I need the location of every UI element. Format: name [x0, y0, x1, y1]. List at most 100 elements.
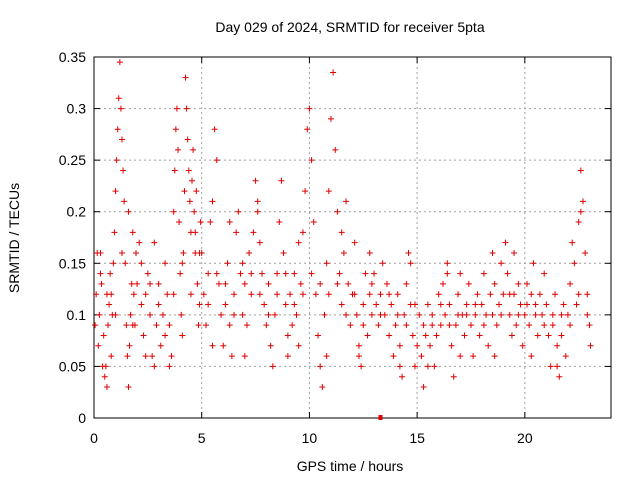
data-point	[170, 208, 177, 215]
data-point	[472, 311, 479, 318]
data-point	[183, 105, 190, 112]
data-point	[171, 167, 178, 174]
data-point	[523, 280, 530, 287]
data-point	[452, 322, 459, 329]
data-point	[282, 301, 289, 308]
data-point	[271, 311, 278, 318]
data-point	[530, 260, 537, 267]
data-point	[541, 270, 548, 277]
data-point	[185, 167, 192, 174]
data-point	[523, 301, 530, 308]
data-point	[409, 332, 416, 339]
data-point	[151, 363, 158, 370]
data-point	[515, 311, 522, 318]
data-point	[498, 260, 505, 267]
data-point	[368, 311, 375, 318]
data-point	[418, 353, 425, 360]
data-point	[334, 208, 341, 215]
data-point	[97, 249, 104, 256]
data-point	[170, 291, 177, 298]
y-tick-label: 0.05	[59, 358, 86, 374]
data-point	[470, 353, 477, 360]
data-point	[226, 219, 233, 226]
data-point	[383, 280, 390, 287]
data-point	[205, 270, 212, 277]
data-point	[276, 219, 283, 226]
data-point	[465, 280, 472, 287]
data-point	[506, 311, 513, 318]
data-point	[528, 353, 535, 360]
data-point	[93, 291, 100, 298]
data-point	[392, 322, 399, 329]
data-point	[584, 311, 591, 318]
data-point	[261, 301, 268, 308]
data-point	[189, 177, 196, 184]
data-point	[450, 373, 457, 380]
data-point	[310, 219, 317, 226]
data-point	[386, 291, 393, 298]
data-point-marker	[378, 415, 383, 420]
data-point	[195, 322, 202, 329]
data-point	[401, 311, 408, 318]
data-point	[176, 219, 183, 226]
y-tick-label: 0	[78, 410, 86, 426]
data-point	[312, 291, 319, 298]
data-point	[582, 249, 589, 256]
data-point	[231, 311, 238, 318]
data-point	[360, 301, 367, 308]
data-point	[222, 280, 229, 287]
data-point	[446, 322, 453, 329]
data-point	[293, 311, 300, 318]
data-point	[323, 353, 330, 360]
data-point	[474, 291, 481, 298]
data-point	[147, 280, 154, 287]
data-point	[371, 270, 378, 277]
data-point	[480, 322, 487, 329]
data-point	[196, 301, 203, 308]
data-point	[237, 270, 244, 277]
data-point	[113, 157, 120, 164]
data-point	[358, 363, 365, 370]
data-point	[126, 342, 133, 349]
data-point	[226, 322, 233, 329]
data-point	[265, 280, 272, 287]
data-point	[134, 280, 141, 287]
data-point	[110, 260, 117, 267]
data-point	[403, 322, 410, 329]
data-point	[541, 322, 548, 329]
data-point	[448, 342, 455, 349]
data-point	[215, 280, 222, 287]
data-point	[105, 322, 112, 329]
data-point	[489, 249, 496, 256]
data-point	[422, 332, 429, 339]
data-point	[366, 291, 373, 298]
data-point	[444, 260, 451, 267]
data-point	[556, 373, 563, 380]
data-point	[396, 342, 403, 349]
data-point	[172, 126, 179, 133]
data-point	[338, 229, 345, 236]
data-point	[424, 301, 431, 308]
data-point	[379, 260, 386, 267]
data-point	[304, 126, 311, 133]
data-point	[177, 270, 184, 277]
data-point	[493, 322, 500, 329]
data-point	[125, 384, 132, 391]
data-point	[218, 311, 225, 318]
x-tick-label: 20	[517, 430, 533, 446]
data-point	[179, 332, 186, 339]
y-tick-label: 0.15	[59, 255, 86, 271]
data-point	[334, 280, 341, 287]
data-point	[355, 342, 362, 349]
data-point	[351, 291, 358, 298]
data-point	[248, 270, 255, 277]
data-point	[515, 280, 522, 287]
data-point	[532, 311, 539, 318]
y-tick-label: 0.25	[59, 152, 86, 168]
data-point	[368, 280, 375, 287]
data-point	[455, 311, 462, 318]
data-point	[259, 270, 266, 277]
data-point	[284, 353, 291, 360]
data-point	[194, 280, 201, 287]
data-point	[343, 311, 350, 318]
